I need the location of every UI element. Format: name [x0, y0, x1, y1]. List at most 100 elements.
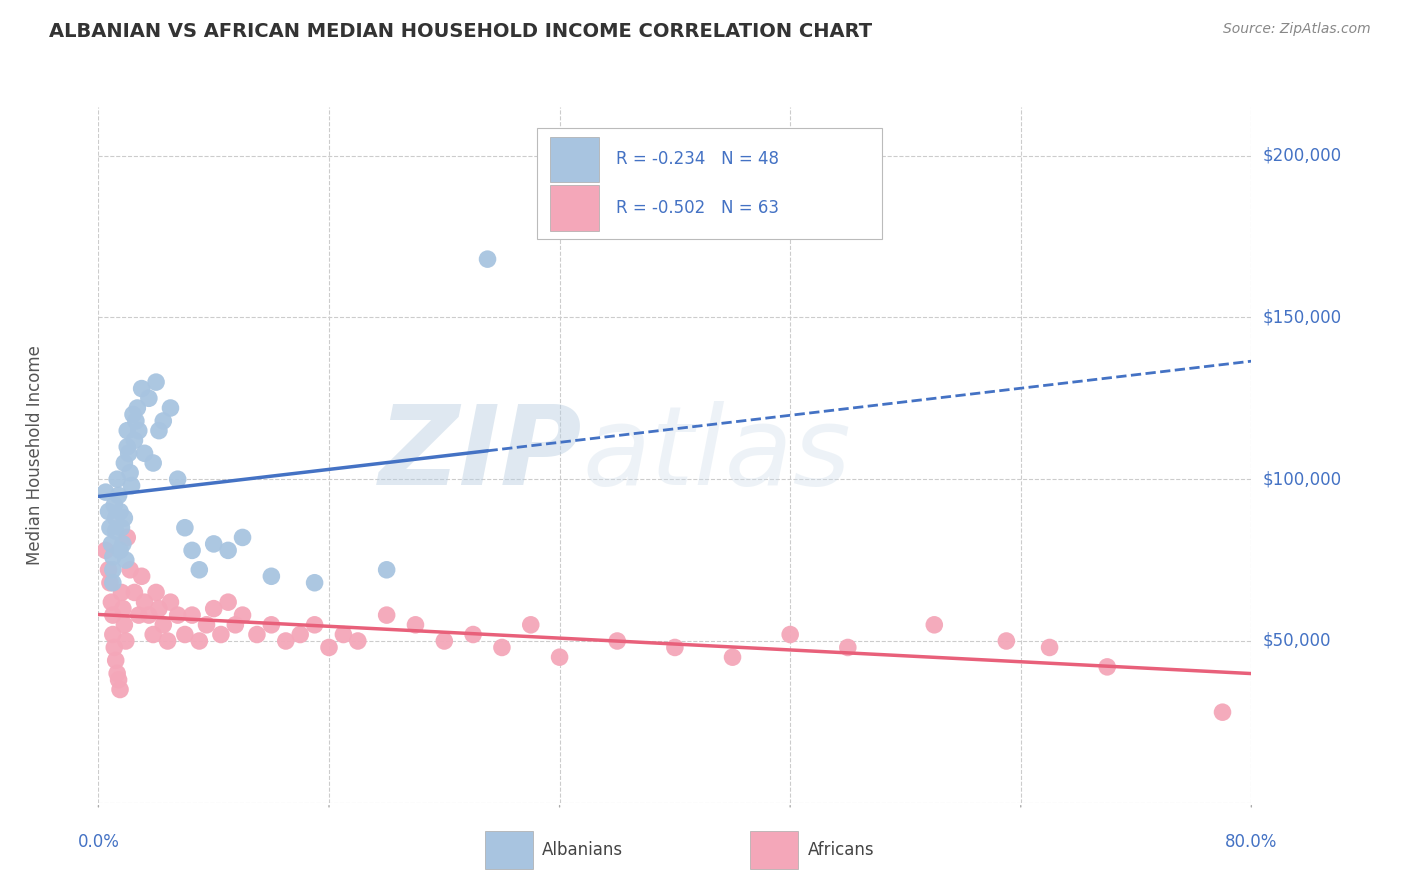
- Point: [224, 617, 246, 632]
- Point: [145, 375, 167, 389]
- Point: [128, 424, 150, 438]
- Point: [97, 504, 120, 518]
- Point: [159, 401, 181, 415]
- Point: [520, 617, 543, 632]
- Point: [159, 595, 181, 609]
- Text: R = -0.234   N = 48: R = -0.234 N = 48: [616, 150, 779, 169]
- Point: [548, 650, 571, 665]
- Point: [111, 537, 134, 551]
- Point: [100, 595, 122, 609]
- Point: [138, 608, 160, 623]
- Point: [108, 504, 131, 518]
- Point: [721, 650, 744, 665]
- Point: [131, 382, 153, 396]
- Point: [118, 446, 141, 460]
- Point: [174, 627, 197, 641]
- Point: [94, 485, 117, 500]
- Point: [260, 569, 283, 583]
- Point: [181, 543, 204, 558]
- Point: [1038, 640, 1062, 655]
- Point: [145, 585, 167, 599]
- Point: [491, 640, 513, 655]
- Text: atlas: atlas: [582, 401, 851, 508]
- Point: [148, 424, 170, 438]
- Point: [156, 634, 179, 648]
- Point: [664, 640, 686, 655]
- Point: [922, 617, 945, 632]
- Point: [105, 666, 128, 681]
- Point: [231, 608, 254, 623]
- Point: [142, 627, 165, 641]
- Point: [101, 627, 124, 641]
- Point: [107, 673, 129, 687]
- Point: [188, 563, 211, 577]
- Point: [131, 569, 153, 583]
- Point: [110, 585, 132, 599]
- Text: ZIP: ZIP: [380, 401, 582, 508]
- Point: [120, 563, 142, 577]
- Text: 80.0%: 80.0%: [1225, 833, 1278, 851]
- Point: [104, 511, 127, 525]
- Text: ALBANIAN VS AFRICAN MEDIAN HOUSEHOLD INCOME CORRELATION CHART: ALBANIAN VS AFRICAN MEDIAN HOUSEHOLD INC…: [49, 22, 872, 41]
- Point: [148, 601, 170, 615]
- Point: [108, 543, 131, 558]
- Point: [1212, 705, 1234, 719]
- Point: [101, 549, 124, 564]
- Point: [217, 543, 239, 558]
- FancyBboxPatch shape: [485, 830, 533, 869]
- Point: [274, 634, 297, 648]
- Point: [104, 653, 127, 667]
- FancyBboxPatch shape: [550, 186, 599, 230]
- Point: [117, 440, 138, 454]
- Point: [174, 521, 197, 535]
- Point: [217, 595, 239, 609]
- Point: [114, 553, 136, 567]
- Point: [318, 640, 340, 655]
- Point: [209, 627, 232, 641]
- Text: Africans: Africans: [807, 841, 875, 859]
- Point: [120, 466, 142, 480]
- Point: [121, 478, 143, 492]
- Point: [142, 456, 165, 470]
- Text: $200,000: $200,000: [1263, 146, 1341, 165]
- Point: [97, 563, 120, 577]
- Point: [105, 472, 128, 486]
- Point: [101, 608, 124, 623]
- Point: [375, 608, 398, 623]
- Point: [188, 634, 211, 648]
- Point: [346, 634, 368, 648]
- Point: [195, 617, 218, 632]
- Point: [111, 601, 134, 615]
- Point: [138, 392, 160, 406]
- Point: [461, 627, 484, 641]
- Point: [112, 456, 135, 470]
- Point: [124, 434, 146, 448]
- Point: [100, 537, 122, 551]
- FancyBboxPatch shape: [537, 128, 883, 239]
- FancyBboxPatch shape: [749, 830, 799, 869]
- Point: [202, 537, 225, 551]
- Point: [117, 531, 138, 545]
- Point: [101, 563, 124, 577]
- Text: Source: ZipAtlas.com: Source: ZipAtlas.com: [1223, 22, 1371, 37]
- Point: [124, 585, 146, 599]
- Text: R = -0.502   N = 63: R = -0.502 N = 63: [616, 199, 779, 217]
- Point: [152, 414, 174, 428]
- Point: [128, 608, 150, 623]
- Point: [108, 682, 131, 697]
- Point: [202, 601, 225, 615]
- Point: [332, 627, 354, 641]
- Point: [110, 521, 132, 535]
- Point: [246, 627, 269, 641]
- Point: [837, 640, 859, 655]
- Point: [127, 401, 149, 415]
- Point: [606, 634, 628, 648]
- Point: [433, 634, 456, 648]
- Point: [260, 617, 283, 632]
- Point: [103, 640, 125, 655]
- Text: Median Household Income: Median Household Income: [25, 345, 44, 565]
- Point: [231, 531, 254, 545]
- Point: [107, 488, 129, 502]
- Point: [98, 521, 121, 535]
- Point: [166, 472, 188, 486]
